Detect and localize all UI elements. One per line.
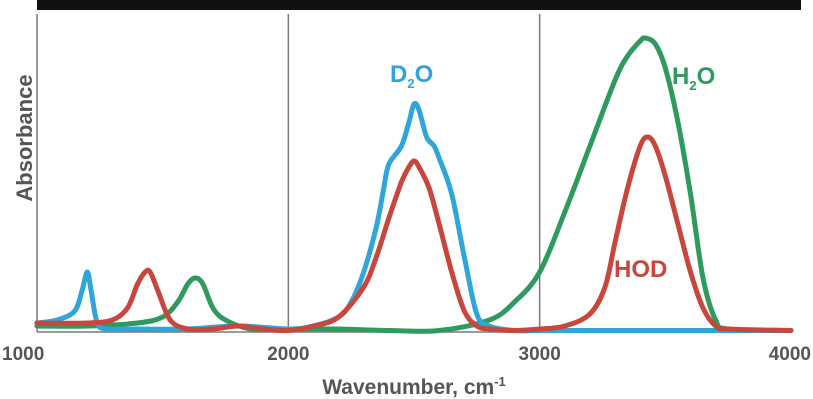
x-axis-label-superscript: -1	[494, 374, 506, 389]
series-line-hod	[34, 134, 794, 334]
series-label-d2o-main: D	[390, 61, 407, 88]
x-axis-label: Wavenumber, cm-1	[322, 374, 506, 399]
series-label-h2o-main: H	[672, 63, 689, 90]
series-line-d2o	[34, 100, 794, 334]
series-label-h2o: H2O	[672, 63, 715, 93]
top-banner-bar	[37, 0, 801, 10]
x-tick-label-2000: 2000	[267, 344, 309, 365]
x-tick-labels: 1000 2000 3000 4000	[2, 344, 811, 365]
y-axis-label: Absorbance	[12, 74, 37, 201]
x-tick-label-1000: 1000	[2, 344, 44, 365]
series-line-h2o	[34, 35, 794, 334]
series-label-hod: HOD	[614, 256, 667, 283]
series-label-d2o-tail: O	[415, 61, 434, 88]
series-label-d2o-sub: 2	[407, 76, 414, 91]
series-label-d2o: D2O	[390, 61, 433, 91]
series-layer	[34, 35, 794, 334]
series-label-hod-main: HOD	[614, 256, 667, 283]
x-axis-label-main: Wavenumber, cm	[322, 376, 494, 399]
series-label-h2o-sub: 2	[689, 78, 696, 93]
series-label-h2o-tail: O	[697, 63, 716, 90]
vertical-gridlines	[287, 14, 541, 332]
x-tick-label-3000: 3000	[519, 344, 561, 365]
x-tick-label-4000: 4000	[769, 344, 811, 365]
